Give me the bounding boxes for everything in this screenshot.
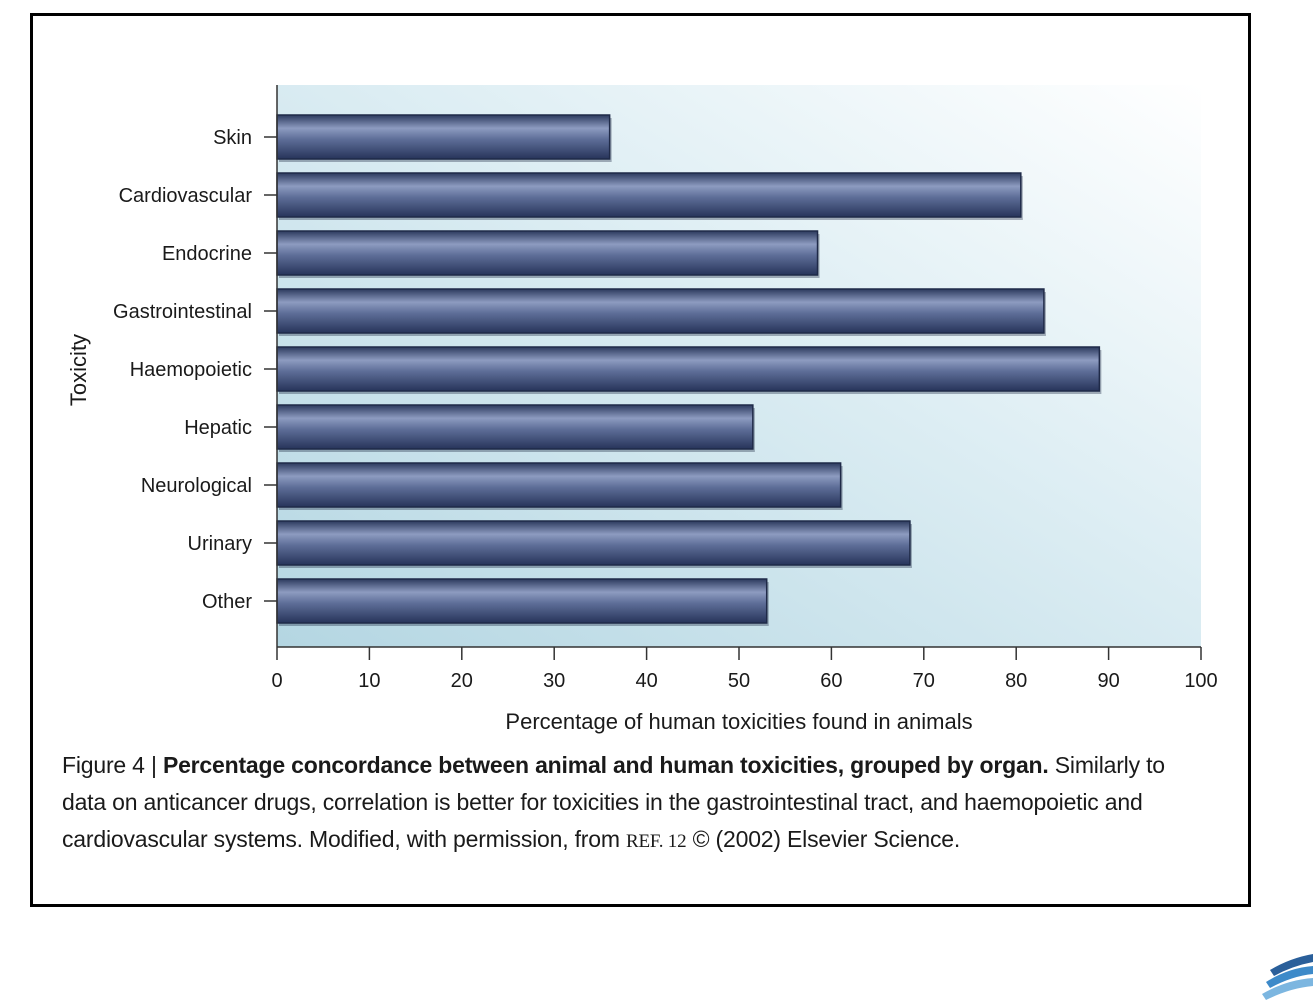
bar-hepatic [276,404,754,450]
x-tick-label: 80 [1005,670,1027,692]
y-tick-label-gastrointestinal: Gastrointestinal [113,301,252,323]
figure-label: Figure 4 | [62,752,163,778]
x-tick-label: 90 [1097,670,1119,692]
x-tick-label: 10 [358,670,380,692]
x-tick-label: 60 [820,670,842,692]
y-tick-label-neurological: Neurological [141,475,252,497]
bar-urinary [276,520,911,566]
x-tick-label: 30 [543,670,565,692]
publisher-logo-icon [1262,954,1313,1000]
caption-body: Similarly to data on anticancer drugs, c… [62,752,1165,852]
bar-skin [276,114,611,160]
y-tick-label-cardiovascular: Cardiovascular [119,185,253,207]
figure-title: Percentage concordance between animal an… [162,752,1049,778]
bar-other [276,578,768,624]
bar-endocrine [276,230,819,276]
bar-cardiovascular [276,172,1022,218]
bar-gastrointestinal [276,288,1045,334]
x-tick-label: 40 [635,670,657,692]
x-tick-label: 0 [271,670,282,692]
bar-haemopoietic [276,346,1101,392]
x-tick-label: 70 [913,670,935,692]
y-tick-label-urinary: Urinary [188,533,252,555]
y-tick-label-hepatic: Hepatic [184,417,252,439]
caption-copyright: © (2002) Elsevier Science. [686,826,961,852]
y-tick-label-haemopoietic: Haemopoietic [130,359,252,381]
y-axis-label: Toxicity [66,334,91,406]
x-tick-label: 20 [451,670,473,692]
x-axis-label: Percentage of human toxicities found in … [505,709,972,734]
bar-neurological [276,462,842,508]
x-tick-label: 100 [1184,670,1217,692]
y-tick-label-other: Other [202,591,252,613]
bar-chart: Skin Cardiovascular Endocrine Gastrointesti… [66,85,1218,734]
x-tick-label: 50 [728,670,750,692]
y-tick-label-skin: Skin [213,127,252,149]
reference-link[interactable]: REF. 12 [625,831,687,852]
y-tick-label-endocrine: Endocrine [162,243,252,265]
figure-caption: Figure 4 | Percentage concordance betwee… [62,747,1212,860]
